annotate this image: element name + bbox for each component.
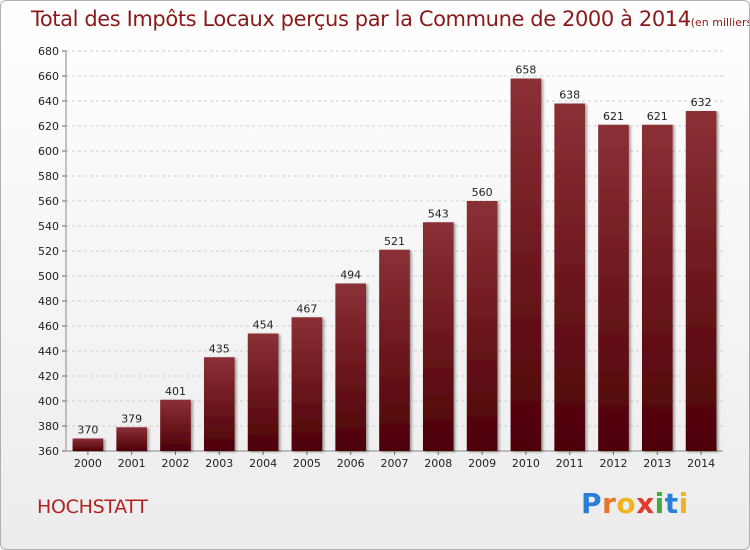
bar-2010 bbox=[510, 78, 542, 451]
proxiti-logo: Proxiti bbox=[581, 487, 689, 520]
x-tick-label-2014: 2014 bbox=[687, 457, 715, 470]
value-label-2008: 543 bbox=[428, 207, 449, 220]
bar-2001 bbox=[116, 427, 148, 451]
value-label-2000: 370 bbox=[77, 424, 98, 437]
x-tick-label-2004: 2004 bbox=[249, 457, 277, 470]
logo-letter: P bbox=[581, 487, 603, 520]
x-tick-label-2011: 2011 bbox=[556, 457, 584, 470]
x-tick-label-2013: 2013 bbox=[643, 457, 671, 470]
x-tick-label-2007: 2007 bbox=[381, 457, 409, 470]
value-label-2009: 560 bbox=[472, 186, 493, 199]
bar-2013 bbox=[641, 124, 673, 451]
bar-2008 bbox=[422, 222, 454, 451]
bar-2000 bbox=[72, 438, 104, 451]
bar-2007 bbox=[379, 249, 410, 451]
bar-2009 bbox=[466, 201, 498, 451]
bars bbox=[72, 78, 717, 451]
value-label-2011: 638 bbox=[559, 89, 580, 102]
y-tick-label: 420 bbox=[38, 370, 59, 383]
y-tick-label: 600 bbox=[38, 145, 59, 158]
value-label-2007: 521 bbox=[384, 235, 405, 248]
bar-2011 bbox=[554, 103, 586, 451]
value-label-2006: 494 bbox=[340, 269, 361, 282]
logo-letter: i bbox=[654, 487, 665, 520]
value-labels: 370 379 401 435 454 467 494 521 543 560 658 638 621 6… bbox=[77, 64, 711, 437]
title-text: Total des Impôts Locaux perçus par la Co… bbox=[31, 7, 691, 31]
bar-2006 bbox=[335, 283, 367, 451]
chart-title: Total des Impôts Locaux perçus par la Co… bbox=[31, 7, 750, 31]
value-label-2004: 454 bbox=[253, 319, 274, 332]
x-tick-labels: 2000 2001 2002 2003 2004 2005 2006 2007 2008 2009… bbox=[74, 451, 715, 470]
value-label-2014: 632 bbox=[691, 96, 712, 109]
y-tick-label: 440 bbox=[38, 345, 59, 358]
logo-letter: t bbox=[664, 487, 679, 520]
y-tick-label: 480 bbox=[38, 295, 59, 308]
x-tick-label-2005: 2005 bbox=[293, 457, 321, 470]
logo-letter: x bbox=[636, 487, 655, 520]
y-tick-label: 400 bbox=[38, 395, 59, 408]
bar-2005 bbox=[291, 317, 323, 451]
logo-letter: i bbox=[678, 487, 689, 520]
value-label-2005: 467 bbox=[296, 302, 317, 315]
y-tick-label: 640 bbox=[38, 95, 59, 108]
x-tick-label-2012: 2012 bbox=[600, 457, 628, 470]
bar-2014 bbox=[685, 111, 717, 451]
logo-letter: o bbox=[616, 487, 637, 520]
x-tick-label-2009: 2009 bbox=[468, 457, 496, 470]
commune-name: HOCHSTATT bbox=[37, 496, 148, 518]
logo-letter: r bbox=[602, 487, 617, 520]
x-tick-label-2010: 2010 bbox=[512, 457, 540, 470]
bar-2004 bbox=[247, 333, 279, 451]
bar-2002 bbox=[160, 399, 191, 451]
x-tick-label-2001: 2001 bbox=[118, 457, 146, 470]
y-tick-label: 520 bbox=[38, 245, 59, 258]
y-tick-label: 500 bbox=[38, 270, 59, 283]
y-tick-label: 620 bbox=[38, 120, 59, 133]
value-label-2001: 379 bbox=[121, 412, 142, 425]
value-label-2012: 621 bbox=[603, 110, 624, 123]
x-tick-label-2002: 2002 bbox=[162, 457, 190, 470]
value-label-2010: 658 bbox=[515, 64, 536, 77]
y-tick-label: 380 bbox=[38, 420, 59, 433]
bar-2003 bbox=[203, 357, 235, 451]
y-tick-label: 560 bbox=[38, 195, 59, 208]
value-label-2013: 621 bbox=[647, 110, 668, 123]
y-tick-label: 540 bbox=[38, 220, 59, 233]
x-tick-label-2006: 2006 bbox=[337, 457, 365, 470]
bar-2012 bbox=[598, 124, 629, 451]
y-tick-labels: 360 380 400 420 440 460 480 500 520 540 560 580 600 6… bbox=[38, 45, 59, 458]
y-tick-label: 580 bbox=[38, 170, 59, 183]
y-tick-label: 360 bbox=[38, 445, 59, 458]
value-label-2002: 401 bbox=[165, 385, 186, 398]
x-tick-label-2003: 2003 bbox=[205, 457, 233, 470]
y-tick-label: 460 bbox=[38, 320, 59, 333]
x-tick-label-2008: 2008 bbox=[424, 457, 452, 470]
x-tick-label-2000: 2000 bbox=[74, 457, 102, 470]
y-tick-label: 680 bbox=[38, 45, 59, 58]
title-unit: (en milliers d'€) bbox=[690, 16, 750, 29]
y-tick-label: 660 bbox=[38, 70, 59, 83]
value-label-2003: 435 bbox=[209, 342, 230, 355]
